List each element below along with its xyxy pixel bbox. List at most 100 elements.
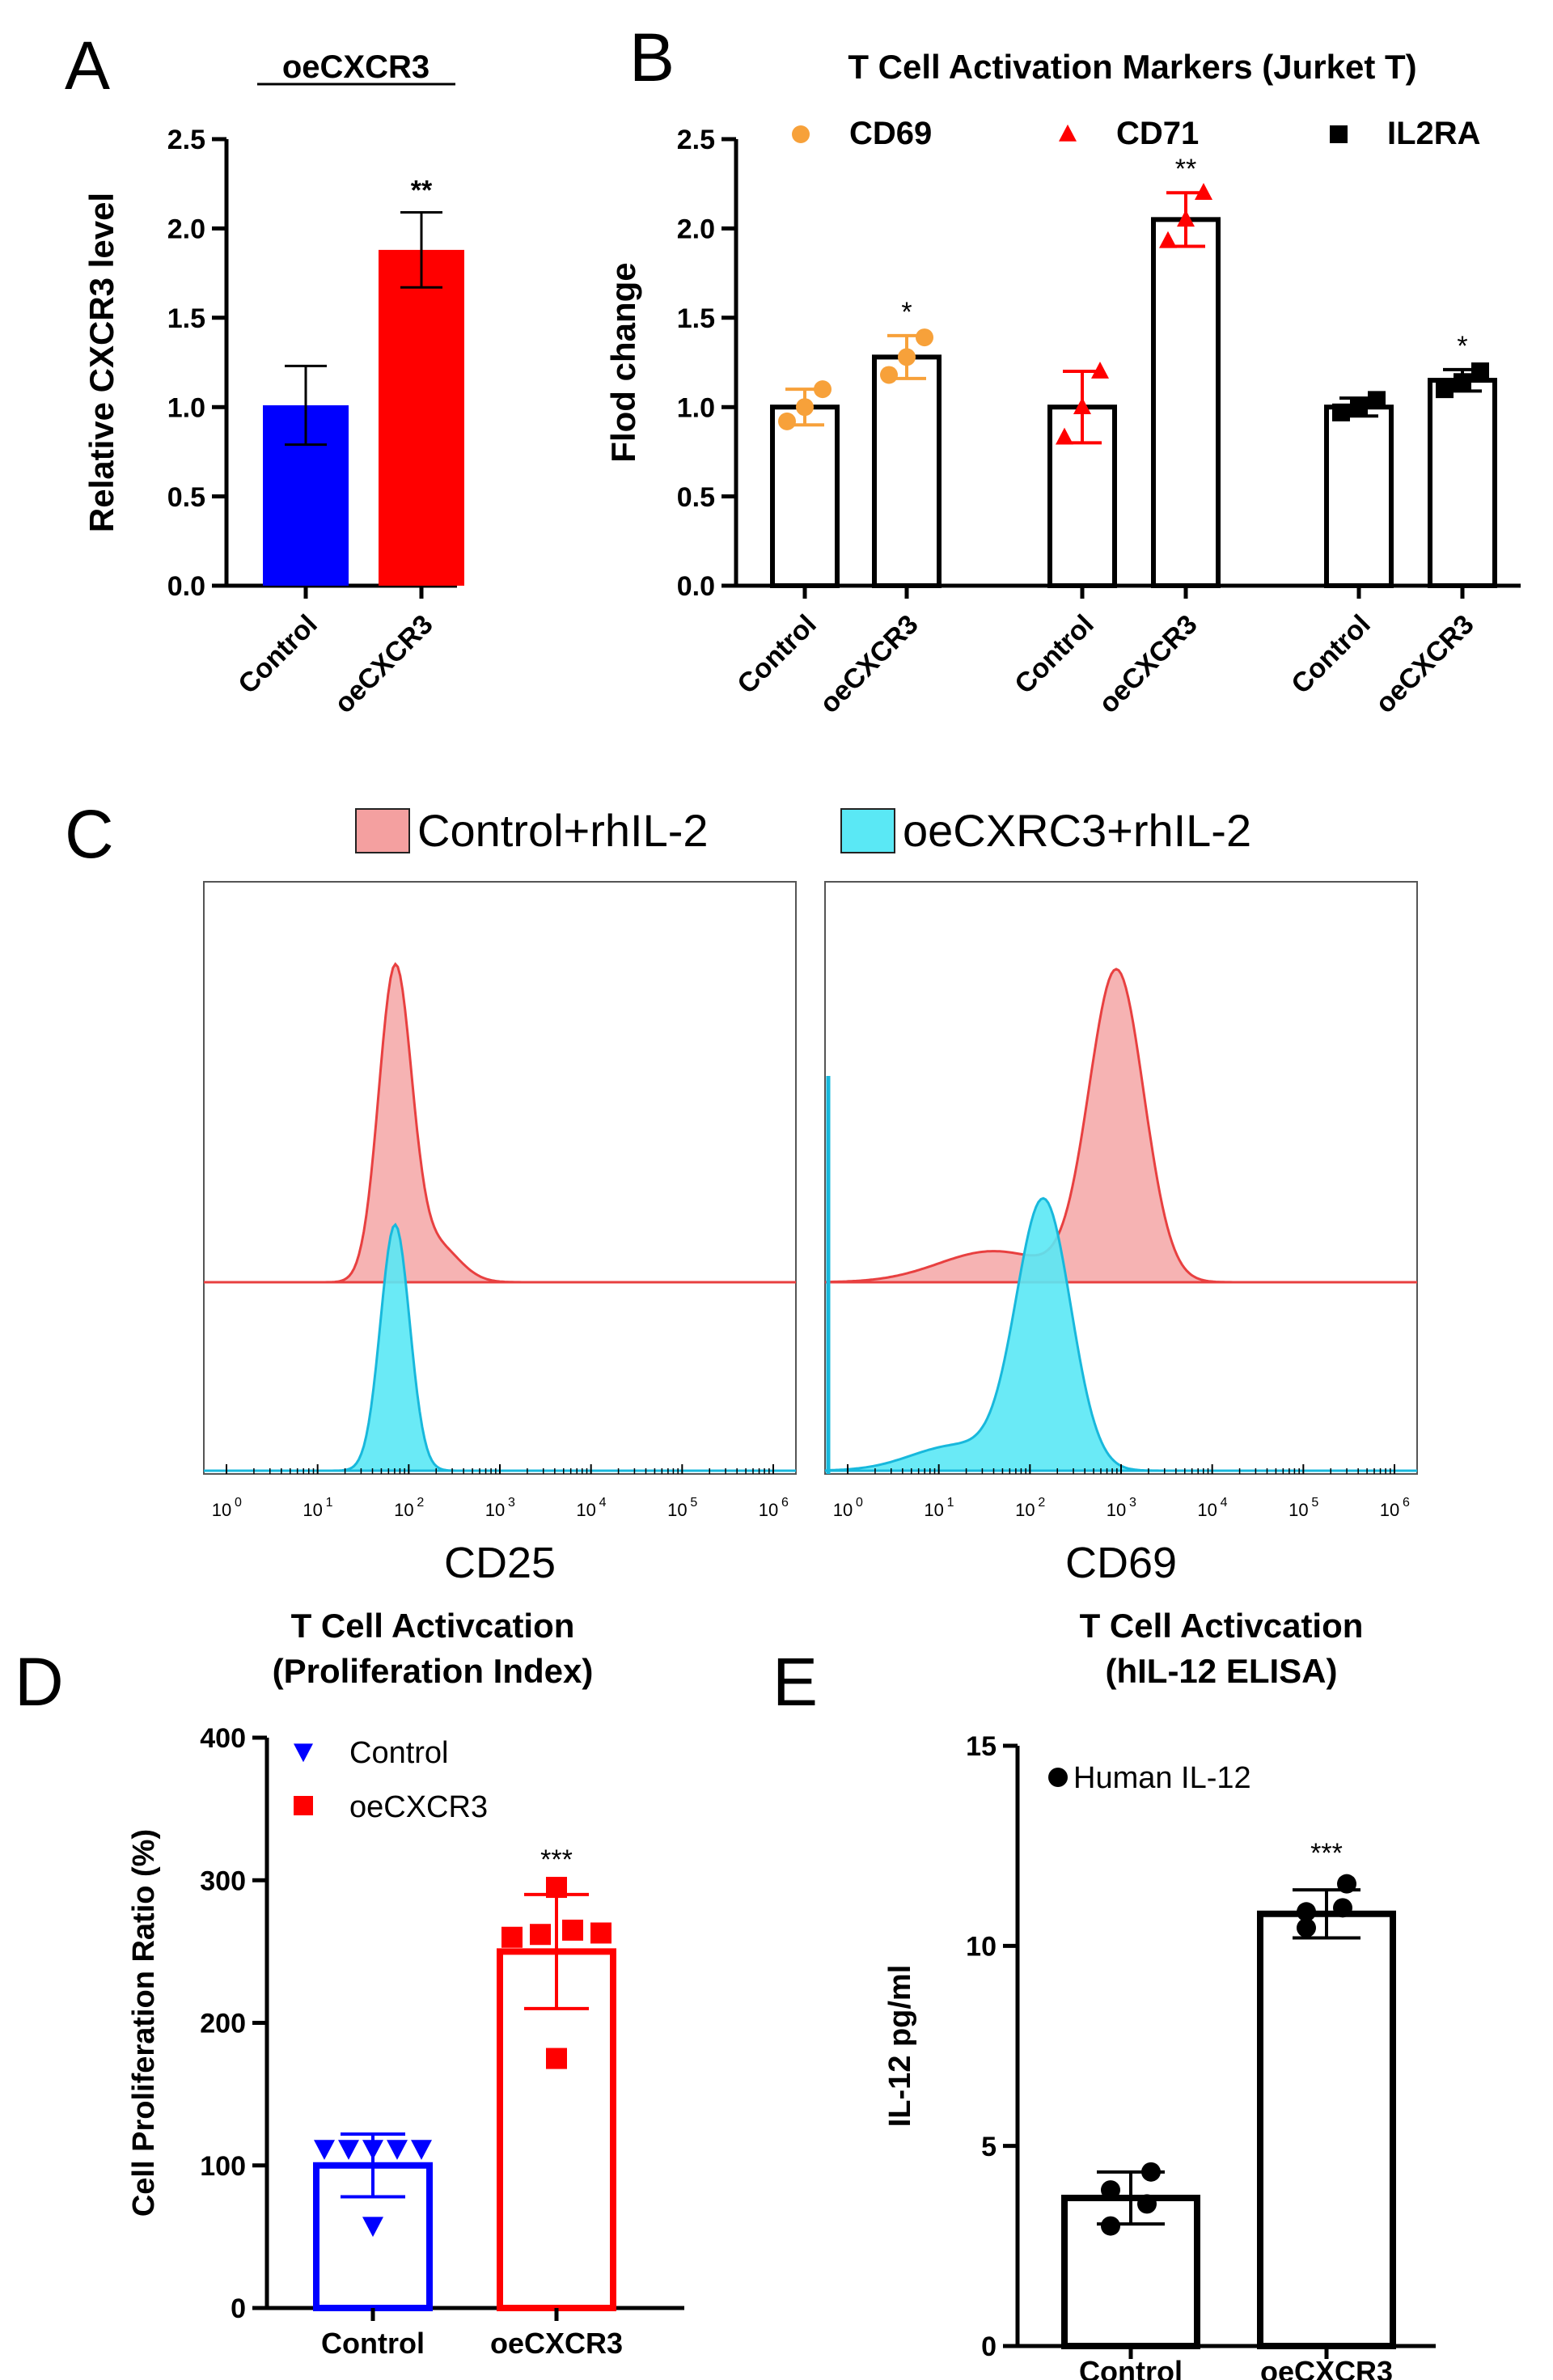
panel-c-histogram-oe-cd25 [204, 1222, 796, 1472]
panel-c-x-tick-label: 10 [1015, 1500, 1035, 1520]
panel-c-x-tick-label: 10 [303, 1500, 322, 1520]
panel-b-legend-label-cd71: CD71 [1116, 116, 1199, 151]
panel-c-x-tick-label: 10 [1289, 1500, 1308, 1520]
panel-c-x-tick-exponent: 3 [1129, 1496, 1136, 1510]
panel-e-y-tick-label: 0 [981, 2331, 997, 2362]
panel-b-y-tick-label: 1.5 [677, 303, 715, 334]
panel-c-x-tick-label: 10 [394, 1500, 413, 1520]
panel-e-point [1297, 1902, 1316, 1922]
panel-c-legend-swatch-1 [840, 808, 895, 853]
panel-d-point [387, 2140, 408, 2160]
panel-e-point [1297, 1918, 1316, 1938]
panel-d-point [338, 2140, 359, 2160]
panel-a-y-tick-label: 2.0 [167, 214, 205, 245]
panel-c-x-tick-exponent: 0 [856, 1496, 863, 1510]
panel-e-legend-label: Human IL-12 [1073, 1761, 1251, 1795]
panel-a-y-tick-label: 0.5 [167, 482, 205, 513]
panel-d-legend-label-1: oeCXCR3 [349, 1790, 488, 1824]
panel-a-y-tick-label: 2.5 [167, 125, 205, 155]
panel-e-subtitle: (hIL-12 ELISA) [1105, 1652, 1337, 1690]
panel-e-bar-oecxcr3 [1257, 1910, 1396, 2349]
panel-c-legend-swatch-0 [355, 808, 410, 853]
panel-c-x-tick-label: 10 [1197, 1500, 1217, 1520]
panel-b-point [898, 348, 916, 366]
panel-e-y-label: IL-12 pg/ml [883, 1965, 917, 2128]
panel-c-x-tick-exponent: 3 [508, 1496, 515, 1510]
panel-d-subtitle: (Proliferation Index) [273, 1652, 594, 1690]
panel-e-y-tick-label: 15 [966, 1731, 997, 1762]
panel-label-b: B [629, 19, 675, 95]
panel-d-y-tick-label: 0 [231, 2293, 246, 2324]
panel-c-x-tick-label: 10 [833, 1500, 853, 1520]
panel-b-point [1159, 231, 1177, 248]
panel-d-title: T Cell Activcation [291, 1607, 575, 1645]
panel-b-legend-marker-cd69 [792, 125, 810, 143]
panel-a-title: oeCXCR3 [282, 49, 430, 85]
panel-b-bar-cd69-control [770, 404, 840, 589]
panel-b-x-tick-label: oeCXCR3 [814, 609, 924, 719]
panel-e-y-tick-label: 10 [966, 1932, 997, 1963]
panel-c-x-tick-exponent: 4 [1221, 1496, 1228, 1510]
panel-d-y-label: Cell Proliferation Ratio (%) [127, 1829, 161, 2217]
panel-c-x-tick-exponent: 4 [599, 1496, 607, 1510]
panel-e-x-tick-label: Control [1079, 2355, 1183, 2380]
panel-d-point [530, 1924, 551, 1946]
panel-c-x-tick-label: 10 [759, 1500, 778, 1520]
panel-b-bar-il2ra-oecxcr3 [1428, 378, 1497, 588]
panel-b-point [1471, 362, 1489, 381]
panel-c-x-tick-label: 10 [212, 1500, 231, 1520]
panel-a-bar-oecxcr3 [379, 249, 464, 586]
panel-b-point [814, 380, 832, 399]
panel-a-y-tick-label: 1.0 [167, 392, 205, 423]
panel-c-histogram-oe-cd69 [824, 1196, 1417, 1472]
panel-c-x-label-cd25: CD25 [444, 1539, 556, 1587]
panel-c-x-tick-exponent: 5 [1311, 1496, 1318, 1510]
panel-d-point [546, 2048, 567, 2069]
panel-d-point [546, 1877, 567, 1899]
panel-d-y-tick-label: 100 [200, 2151, 246, 2182]
panel-b-point [916, 328, 933, 347]
panel-b-significance: * [1457, 331, 1467, 362]
panel-a-x-tick-label: Control [232, 609, 323, 700]
panel-e-point [1137, 2194, 1157, 2214]
panel-e-point [1101, 2216, 1120, 2236]
panel-d-y-tick-label: 200 [200, 2009, 246, 2039]
panel-a-y-tick-label: 1.5 [167, 303, 205, 334]
panel-b-legend-label-cd69: CD69 [849, 116, 932, 151]
panel-d-point [362, 2140, 383, 2160]
panel-b-point [1177, 210, 1195, 227]
panel-c-x-tick-label: 10 [485, 1500, 505, 1520]
panel-b-point [1332, 403, 1350, 421]
panel-c-x-tick-exponent: 1 [947, 1496, 954, 1510]
panel-c-x-label-cd69: CD69 [1065, 1539, 1177, 1587]
panel-e-title: T Cell Activcation [1080, 1607, 1364, 1645]
panel-d-legend-marker-0 [294, 1743, 313, 1763]
panel-b-point [1195, 183, 1212, 201]
panel-b-y-tick-label: 2.5 [677, 125, 715, 155]
panel-b-point [1454, 373, 1471, 392]
panel-a-significance: ** [411, 176, 433, 206]
panel-b-point [880, 366, 898, 384]
panel-b-significance: ** [1175, 154, 1196, 184]
panel-d-legend-marker-1 [294, 1796, 313, 1815]
panel-e-legend-marker [1048, 1768, 1068, 1787]
panel-label-c: C [65, 796, 114, 872]
panel-d-point [411, 2140, 432, 2160]
panel-c-plot-frame-cd25 [203, 881, 797, 1475]
panel-b-significance: * [901, 297, 912, 328]
panel-label-d: D [15, 1644, 64, 1720]
panel-c-x-tick-label: 10 [667, 1500, 687, 1520]
panel-c-legend-label-0: Control+rhIL-2 [417, 805, 709, 856]
panel-b-y-label: Flod change [604, 262, 642, 462]
panel-b-title: T Cell Activation Markers (Jurket T) [848, 48, 1416, 86]
panel-b-legend-marker-cd71 [1059, 124, 1077, 142]
panel-d-point [562, 1919, 583, 1941]
panel-c-legend-label-1: oeCXRC3+rhIL-2 [903, 805, 1251, 856]
panel-label-a: A [65, 28, 110, 104]
panel-d-legend-label-0: Control [349, 1736, 449, 1770]
panel-b-x-tick-label: Control [1009, 609, 1099, 700]
panel-b-legend-marker-il2ra [1330, 125, 1348, 143]
panel-b-x-tick-label: Control [1285, 609, 1376, 700]
panel-d-y-tick-label: 400 [200, 1723, 246, 1754]
panel-c-x-tick-label: 10 [924, 1500, 943, 1520]
